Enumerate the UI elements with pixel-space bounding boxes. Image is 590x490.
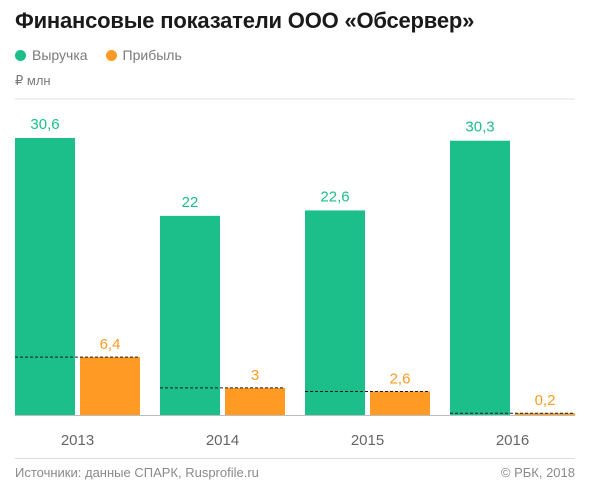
- revenue-value-label: 22,6: [320, 188, 349, 205]
- revenue-bar: [305, 210, 365, 415]
- legend-swatch-profit: [105, 49, 117, 61]
- legend-swatch-revenue: [15, 49, 26, 61]
- profit-bar: [225, 387, 285, 415]
- legend-label-revenue: Выручка: [32, 47, 88, 63]
- x-tick-label: 2016: [496, 432, 529, 449]
- revenue-value-label: 22: [182, 194, 199, 211]
- revenue-value-label: 30,3: [465, 119, 494, 136]
- legend-item-profit: Прибыль: [105, 47, 182, 63]
- bar-chart: 30,6 6,4 2013 22 3 2014 22,6 2,6 2015 30,3 0,2 2016: [15, 98, 575, 449]
- profit-bar: [370, 391, 430, 415]
- profit-bar: [515, 413, 575, 415]
- profit-value-label: 2,6: [390, 370, 411, 387]
- legend: Выручка Прибыль: [15, 47, 200, 63]
- footer-divider: [15, 458, 575, 459]
- x-tick-label: 2014: [206, 432, 239, 449]
- profit-bar: [80, 357, 140, 415]
- copyright-note: © РБК, 2018: [500, 465, 575, 480]
- profit-value-label: 0,2: [535, 392, 556, 409]
- source-note: Источники: данные СПАРК, Rusprofile.ru: [15, 465, 259, 480]
- x-tick-label: 2013: [61, 432, 94, 449]
- legend-item-revenue: Выручка: [15, 47, 88, 63]
- x-tick-label: 2015: [351, 432, 384, 449]
- legend-label-profit: Прибыль: [122, 47, 182, 63]
- revenue-bar: [450, 140, 510, 415]
- profit-value-label: 3: [251, 367, 259, 384]
- chart-title: Финансовые показатели ООО «Обсервер»: [15, 8, 475, 33]
- revenue-bar: [15, 138, 75, 415]
- revenue-value-label: 30,6: [30, 116, 59, 133]
- unit-label: ₽ млн: [15, 73, 51, 88]
- profit-value-label: 6,4: [100, 336, 121, 353]
- revenue-bar: [160, 215, 220, 415]
